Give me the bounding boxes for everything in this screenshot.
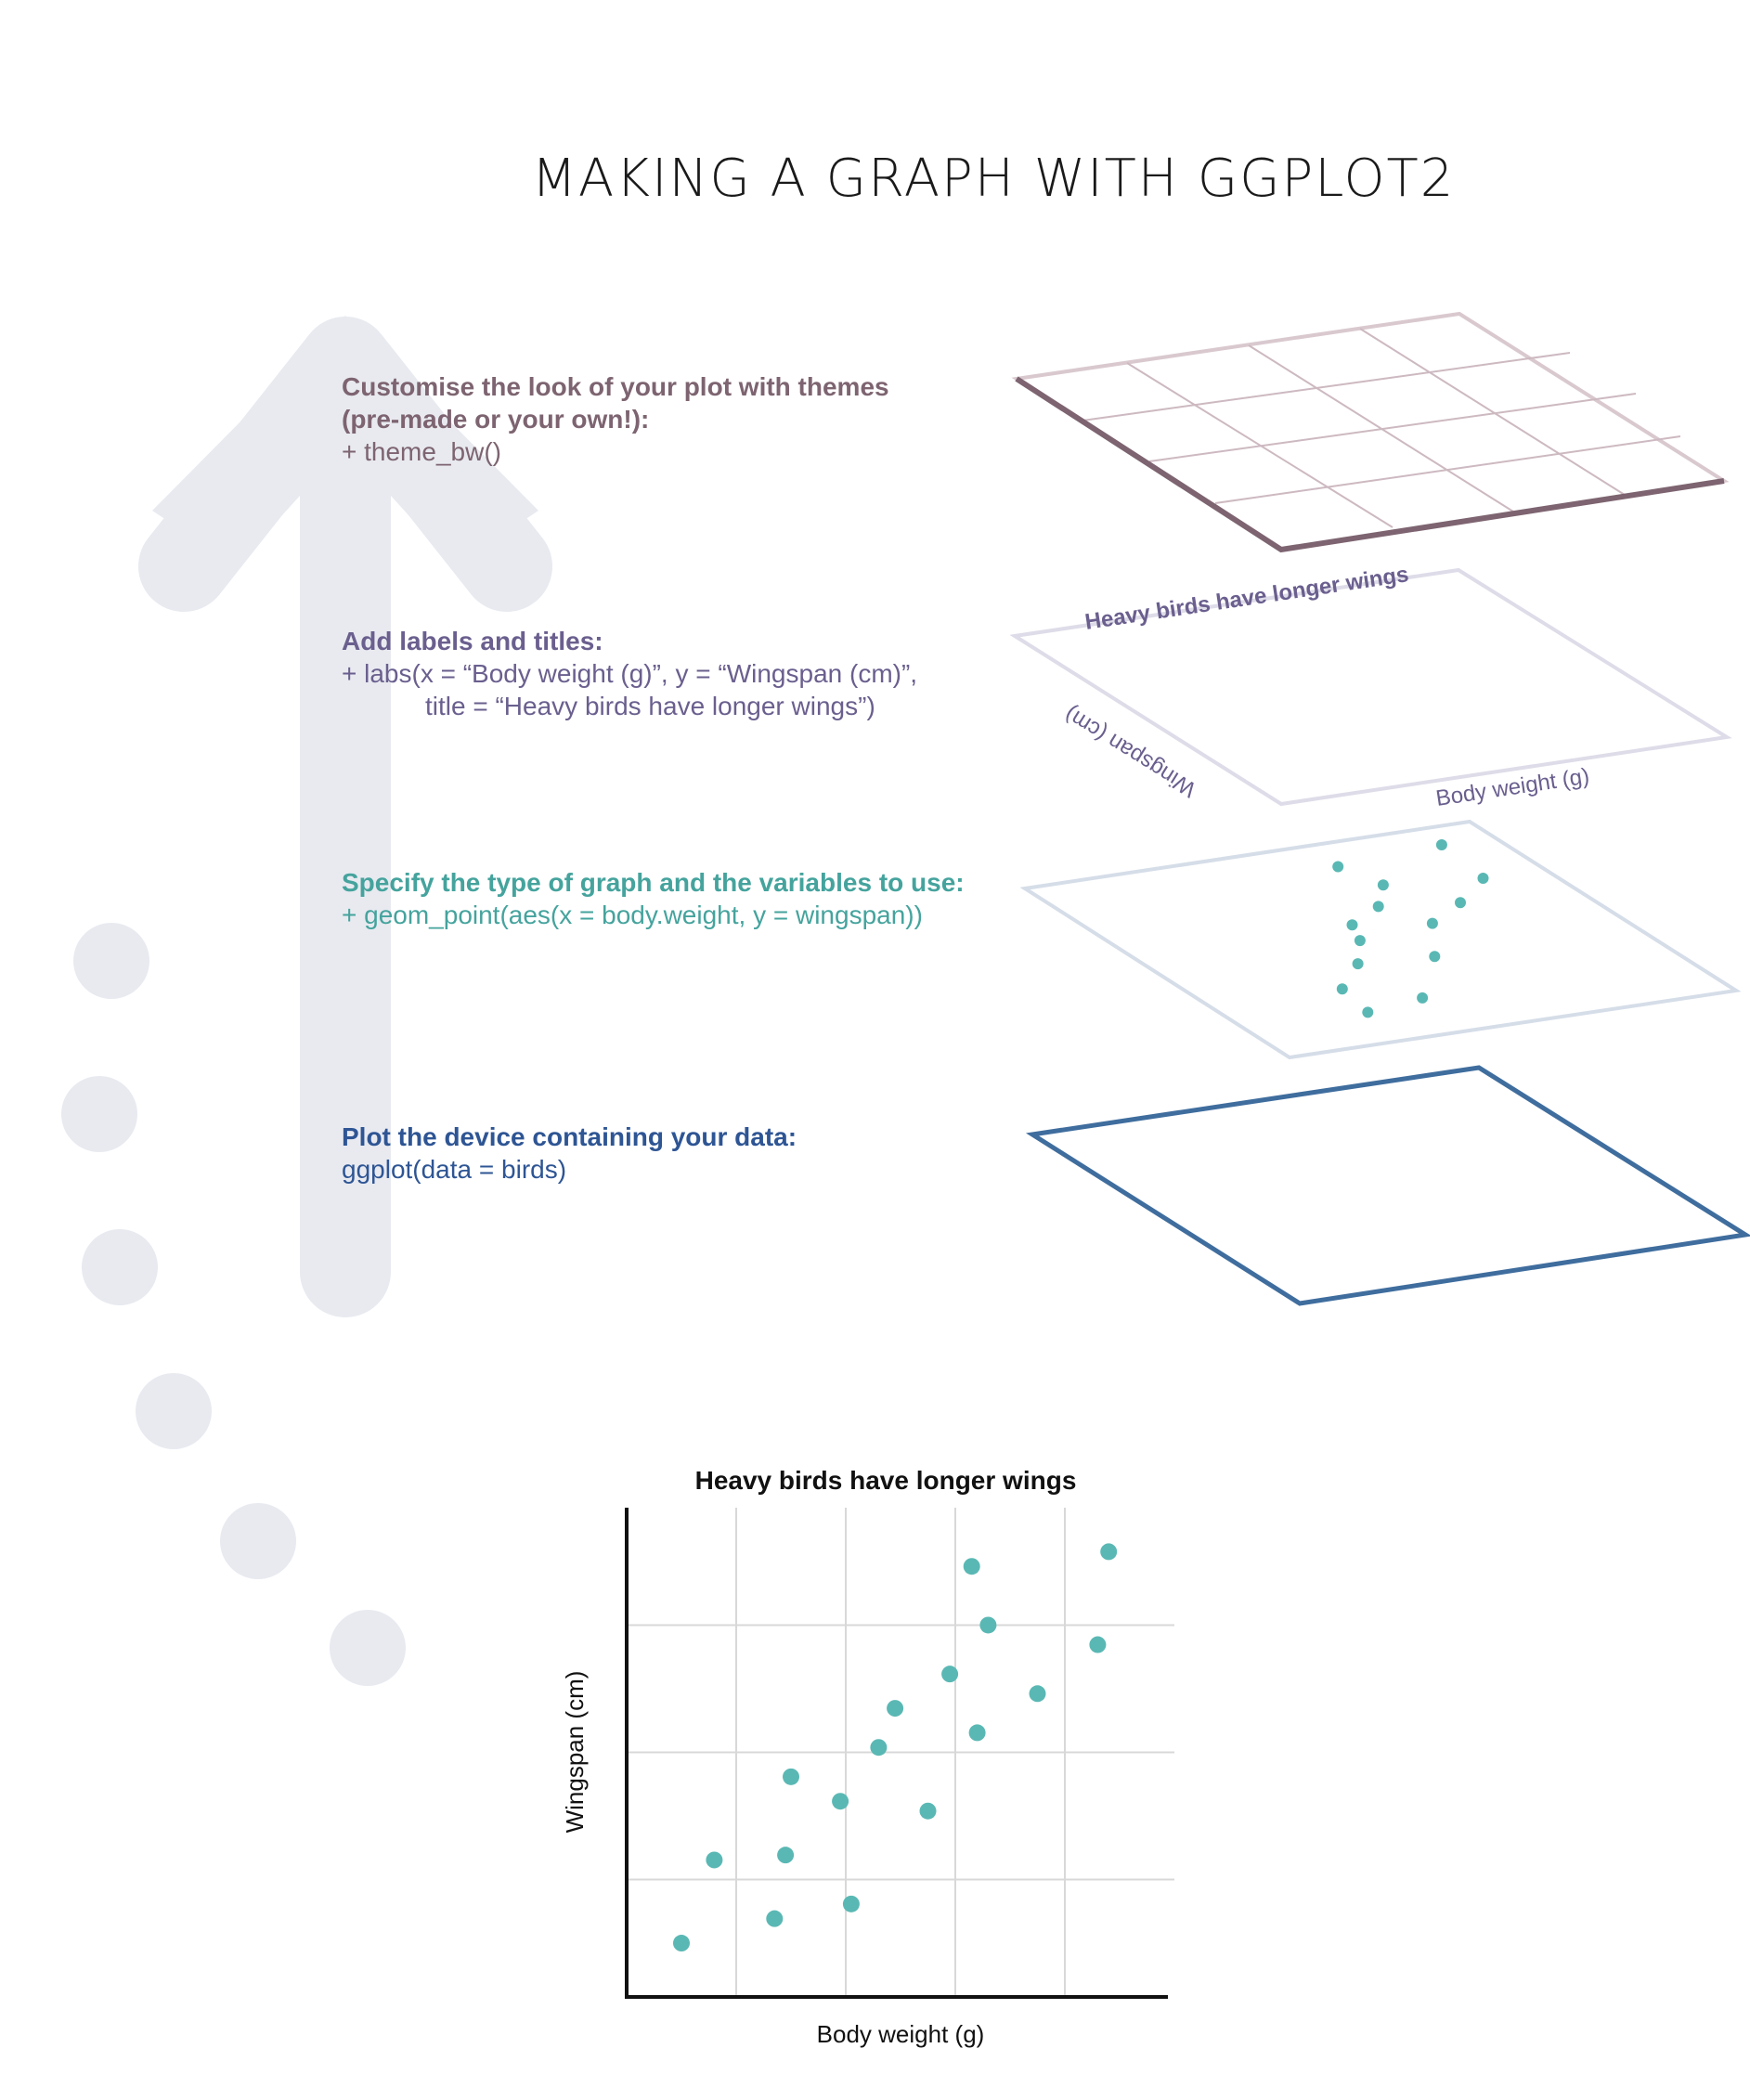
geom-layer-point [1352,958,1364,970]
chart-point [1089,1636,1107,1653]
chart-point [968,1724,986,1742]
labels-layer-plane [1009,567,1732,807]
chart-title: Heavy birds have longer wings [695,1466,1077,1495]
theme-layer-axes [1015,376,1725,553]
geom-layer-point [1417,992,1429,1004]
chart-point [783,1768,799,1785]
geom-layer-point [1332,861,1344,873]
data-layer-plane [1025,1065,1750,1306]
step-data-heading: Plot the device containing your data: [342,1122,797,1151]
geom-layer-point [1336,983,1348,995]
geom-layer-point [1455,897,1466,909]
geom-layer-point [1477,873,1489,884]
chart-point [870,1739,888,1756]
chart-point [963,1558,980,1575]
step-data: Plot the device containing your data: gg… [342,1121,797,1186]
step-labs-code-line2: title = “Heavy birds have longer wings”) [425,692,875,720]
theme-layer-grid [1082,328,1681,528]
chart-point [919,1802,937,1820]
chart-points [673,1543,1118,1952]
step-labs: Add labels and titles: + labs(x = “Body … [342,625,917,722]
step-geom: Specify the type of graph and the variab… [342,866,965,931]
big-up-arrow-head-icon [152,316,538,566]
geom-layer-point [1435,839,1447,850]
chart-point [842,1895,860,1912]
decor-dot-6 [330,1610,406,1686]
decor-dot-5 [220,1503,296,1579]
geom-layer-points [1332,839,1489,1018]
step-theme-heading: Customise the look of your plot with the… [342,372,889,434]
chart-y-label: Wingspan (cm) [561,1671,589,1834]
chart-point [673,1935,690,1952]
step-theme: Customise the look of your plot with the… [342,370,936,468]
step-labs-code-line1: + labs(x = “Body weight (g)”, y = “Wings… [342,659,918,688]
step-geom-heading: Specify the type of graph and the variab… [342,868,965,897]
step-labs-heading: Add labels and titles: [342,627,603,655]
decor-dot-2 [61,1076,137,1152]
decor-dot-4 [136,1373,212,1449]
geom-layer-point [1372,901,1384,913]
geom-layer-point [1426,917,1438,929]
chart-point [766,1910,784,1927]
geom-layer-point [1377,879,1389,891]
geom-layer-point [1362,1006,1374,1018]
step-theme-code: + theme_bw() [342,437,501,466]
chart-point [832,1793,849,1810]
chart-grid [627,1508,1174,1997]
chart-point [887,1700,904,1718]
page-title: MAKING A GRAPH WITH GGPLOT2 [531,149,1456,209]
data-layer [1025,1065,1750,1306]
geom-layer-point [1346,919,1358,931]
chart-point [777,1847,795,1864]
step-geom-code: + geom_point(aes(x = body.weight, y = wi… [342,901,923,929]
chart-point [1100,1543,1118,1561]
chart-point [941,1666,959,1683]
geom-layer-point [1429,951,1441,963]
geom-layer-plane [1019,819,1742,1060]
decor-dot-3 [82,1229,158,1305]
chart-point [979,1616,997,1634]
chart-point [706,1851,723,1869]
decor-dot-1 [73,923,149,999]
geom-layer-point [1354,935,1366,947]
chart-point [1029,1685,1046,1703]
chart-x-label: Body weight (g) [817,2020,985,2048]
geom-layer [1019,819,1742,1060]
step-data-code: ggplot(data = birds) [342,1155,567,1184]
theme-layer [1011,311,1730,553]
